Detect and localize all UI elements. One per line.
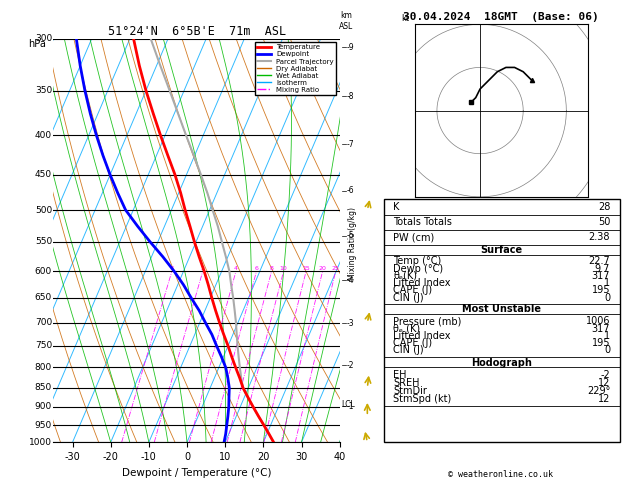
Text: Hodograph: Hodograph xyxy=(471,358,532,367)
Text: 6: 6 xyxy=(255,266,259,271)
Text: 500: 500 xyxy=(35,206,52,214)
Text: 300: 300 xyxy=(35,35,52,43)
Text: 9.7: 9.7 xyxy=(595,263,610,274)
Text: SREH: SREH xyxy=(393,378,420,388)
Text: 2.38: 2.38 xyxy=(589,232,610,243)
Text: K: K xyxy=(393,202,399,212)
Text: 400: 400 xyxy=(35,131,52,140)
Text: -9: -9 xyxy=(347,43,355,52)
Text: LCL: LCL xyxy=(342,399,355,409)
Text: Surface: Surface xyxy=(481,245,523,255)
Text: 15: 15 xyxy=(303,266,310,271)
Text: -1: -1 xyxy=(347,402,355,411)
Text: 700: 700 xyxy=(35,318,52,327)
Text: 550: 550 xyxy=(35,238,52,246)
Text: -5: -5 xyxy=(347,231,355,241)
Text: Pressure (mb): Pressure (mb) xyxy=(393,316,462,326)
Legend: Temperature, Dewpoint, Parcel Trajectory, Dry Adiabat, Wet Adiabat, Isotherm, Mi: Temperature, Dewpoint, Parcel Trajectory… xyxy=(255,42,336,95)
Text: 0: 0 xyxy=(604,293,610,303)
Text: 0: 0 xyxy=(604,346,610,355)
Text: 600: 600 xyxy=(35,267,52,276)
Text: Temp (°C): Temp (°C) xyxy=(393,256,442,266)
Text: 12: 12 xyxy=(598,394,610,404)
Text: 2: 2 xyxy=(201,266,205,271)
Text: 229°: 229° xyxy=(587,386,610,396)
Text: 8: 8 xyxy=(270,266,274,271)
Text: Totals Totals: Totals Totals xyxy=(393,217,452,227)
Text: CAPE (J): CAPE (J) xyxy=(393,285,432,295)
Text: 317: 317 xyxy=(592,271,610,281)
Text: StmSpd (kt): StmSpd (kt) xyxy=(393,394,452,404)
Text: 10: 10 xyxy=(280,266,287,271)
Text: -6: -6 xyxy=(347,186,355,195)
Text: Lifted Index: Lifted Index xyxy=(393,278,450,288)
Text: Mixing Ratio (g/kg): Mixing Ratio (g/kg) xyxy=(348,207,357,279)
Text: θₑ(K): θₑ(K) xyxy=(393,271,417,281)
Text: 750: 750 xyxy=(35,341,52,350)
Text: CIN (J): CIN (J) xyxy=(393,293,424,303)
Text: 195: 195 xyxy=(592,338,610,348)
X-axis label: Dewpoint / Temperature (°C): Dewpoint / Temperature (°C) xyxy=(122,468,271,478)
Text: hPa: hPa xyxy=(28,39,45,49)
Text: CIN (J): CIN (J) xyxy=(393,346,424,355)
Text: 28: 28 xyxy=(598,202,610,212)
Text: 1: 1 xyxy=(170,266,174,271)
Text: 950: 950 xyxy=(35,420,52,430)
Text: -7: -7 xyxy=(347,139,355,149)
Text: km
ASL: km ASL xyxy=(339,11,353,31)
Text: CAPE (J): CAPE (J) xyxy=(393,338,432,348)
Text: 1000: 1000 xyxy=(29,438,52,447)
Text: 1: 1 xyxy=(604,278,610,288)
Text: -2: -2 xyxy=(347,361,355,370)
Title: 51°24'N  6°5B'E  71m  ASL: 51°24'N 6°5B'E 71m ASL xyxy=(108,25,286,38)
Text: -3: -3 xyxy=(347,319,355,328)
Text: -8: -8 xyxy=(347,92,355,101)
Text: StmDir: StmDir xyxy=(393,386,427,396)
Text: 800: 800 xyxy=(35,363,52,372)
Text: Lifted Index: Lifted Index xyxy=(393,331,450,341)
Text: θₑ (K): θₑ (K) xyxy=(393,324,420,333)
Text: kt: kt xyxy=(401,14,409,23)
Text: 12: 12 xyxy=(598,378,610,388)
Text: EH: EH xyxy=(393,370,406,380)
Text: Dewp (°C): Dewp (°C) xyxy=(393,263,443,274)
Text: © weatheronline.co.uk: © weatheronline.co.uk xyxy=(448,469,552,479)
Text: -4: -4 xyxy=(347,276,355,285)
Text: 30.04.2024  18GMT  (Base: 06): 30.04.2024 18GMT (Base: 06) xyxy=(403,12,599,22)
Text: Most Unstable: Most Unstable xyxy=(462,304,541,314)
Text: 22.7: 22.7 xyxy=(588,256,610,266)
Text: 25: 25 xyxy=(331,266,340,271)
Text: 20: 20 xyxy=(319,266,326,271)
Text: 4: 4 xyxy=(234,266,238,271)
Text: 850: 850 xyxy=(35,383,52,392)
Text: PW (cm): PW (cm) xyxy=(393,232,435,243)
Text: 450: 450 xyxy=(35,170,52,179)
Text: 350: 350 xyxy=(35,86,52,95)
Text: 195: 195 xyxy=(592,285,610,295)
Text: 900: 900 xyxy=(35,402,52,412)
Text: 650: 650 xyxy=(35,294,52,302)
Text: 1006: 1006 xyxy=(586,316,610,326)
Text: -2: -2 xyxy=(600,370,610,380)
Text: 1: 1 xyxy=(604,331,610,341)
Text: 50: 50 xyxy=(598,217,610,227)
Text: 317: 317 xyxy=(592,324,610,333)
